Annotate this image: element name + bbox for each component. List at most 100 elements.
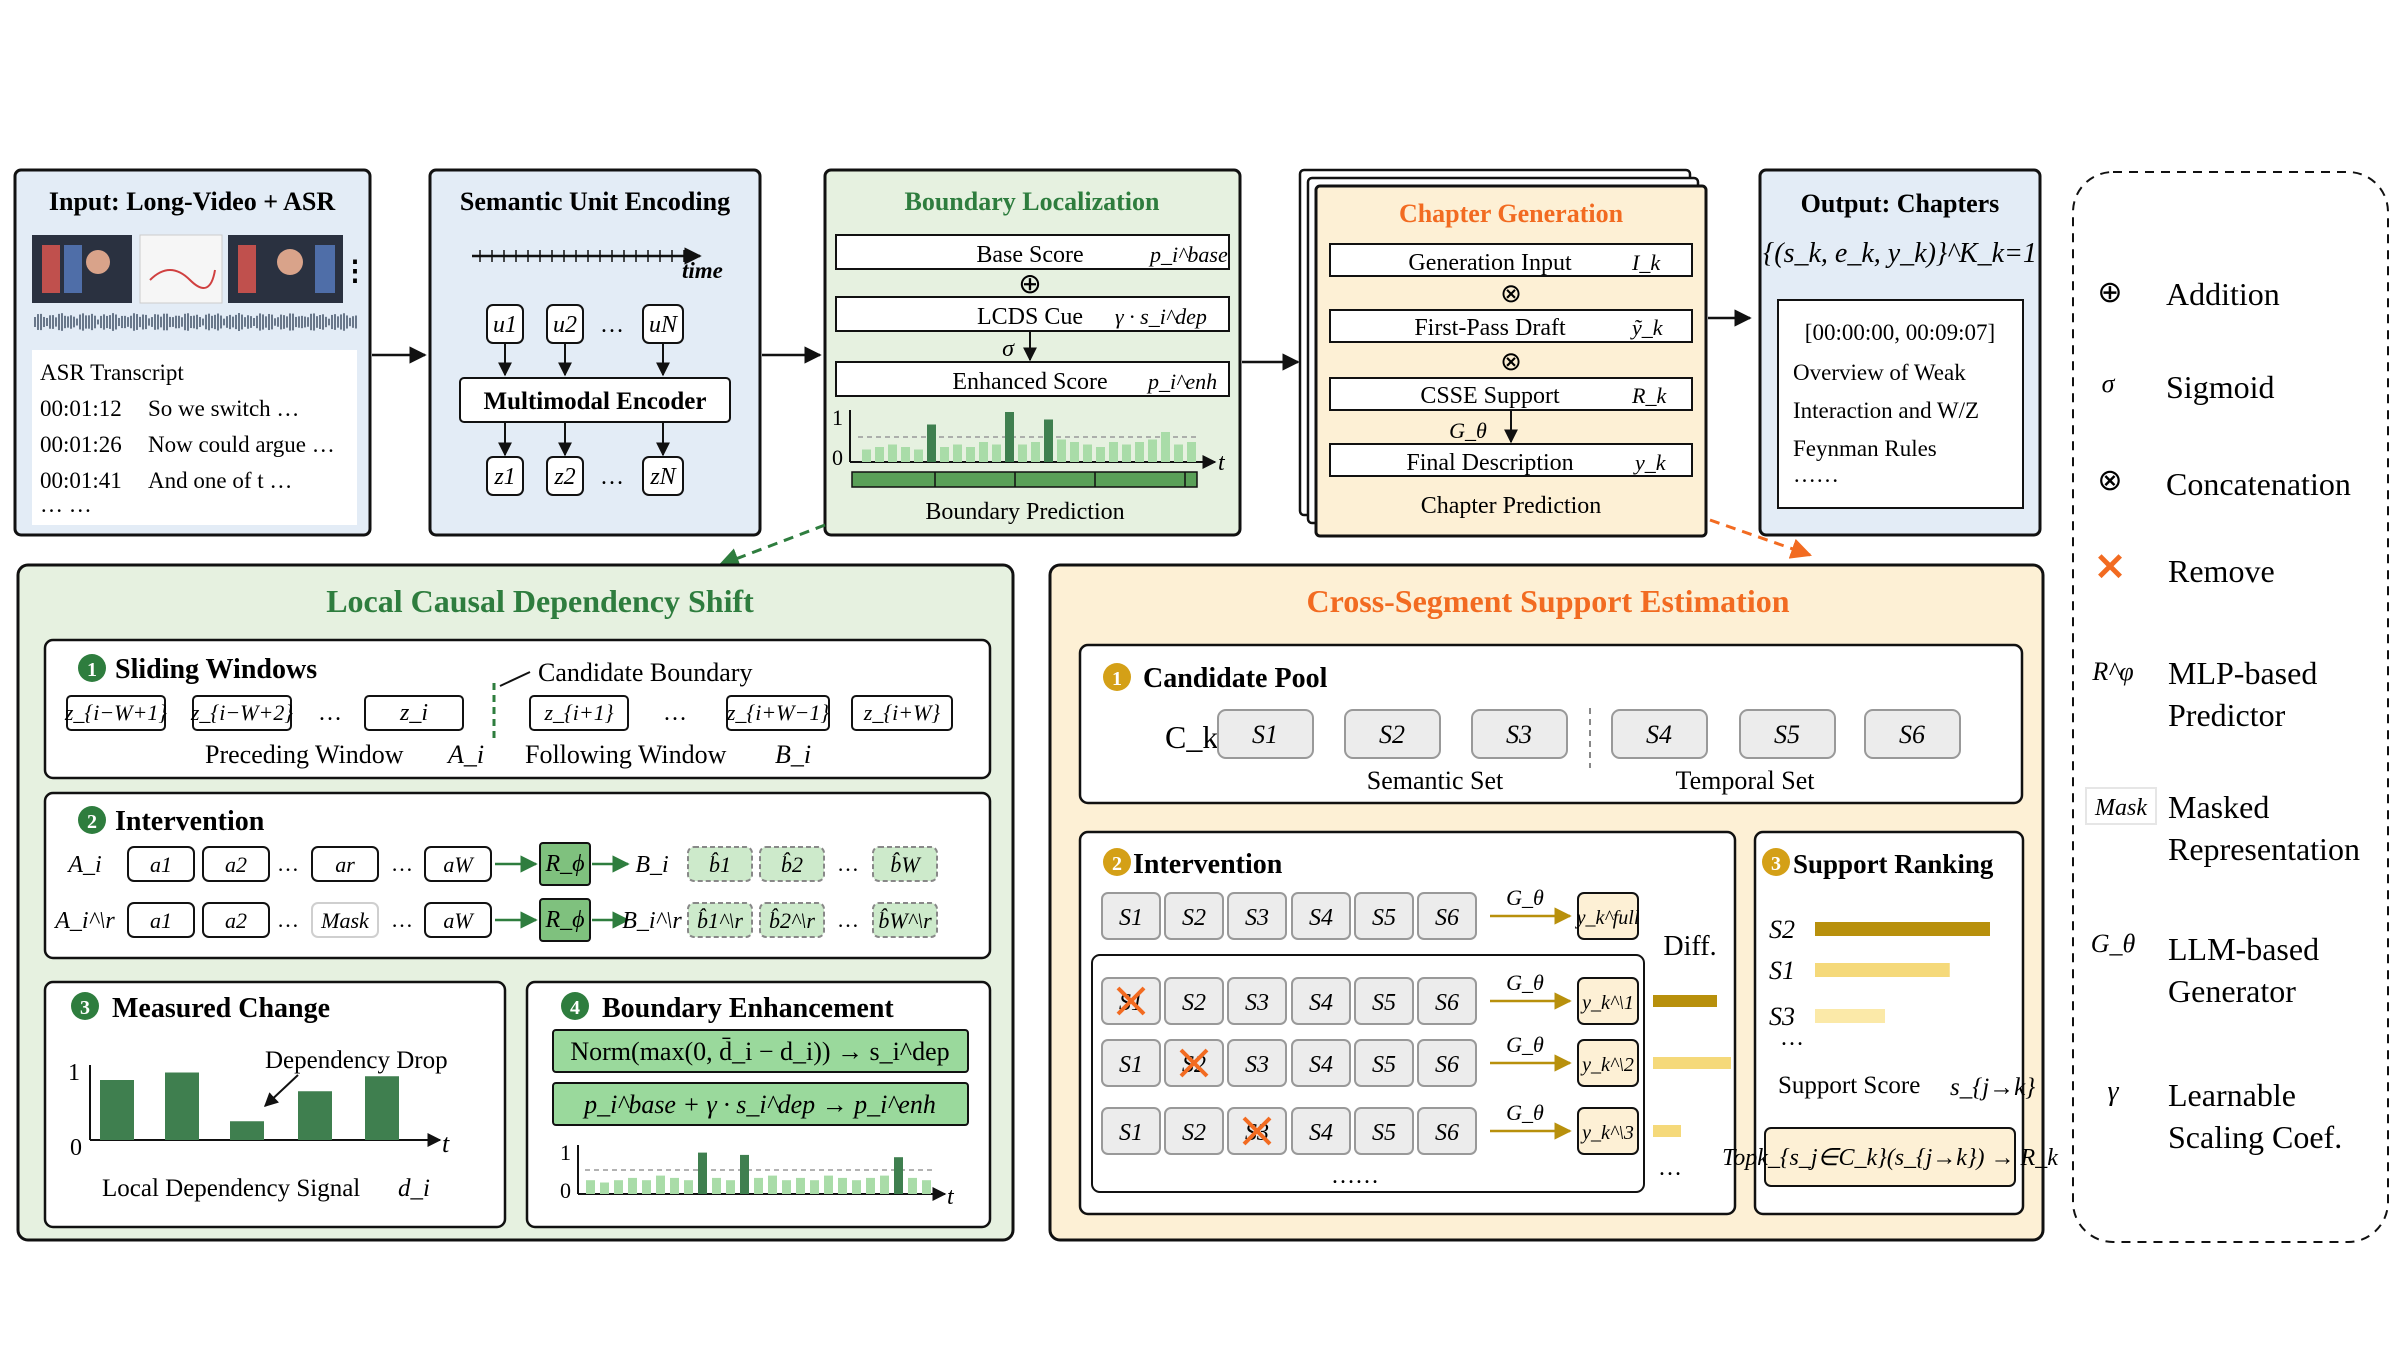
segment-token-label: S5 (1372, 905, 1396, 931)
measured-dependency-bars (100, 1072, 399, 1140)
csse-panel-title: Cross-Segment Support Estimation (1307, 583, 1790, 619)
pool-segment (1864, 709, 1961, 759)
segment-token (1417, 1039, 1477, 1087)
b-hat-token (687, 846, 753, 882)
enhancement-bar (810, 1180, 819, 1194)
candidate-pool-tokens: S1 S2 S3 S4 S5 S6 (1217, 709, 1961, 759)
segment-token-label: S2 (1182, 1120, 1206, 1146)
segment-token-label: S4 (1309, 905, 1333, 931)
measured-bar (365, 1076, 399, 1140)
diff-dots: … (1658, 1155, 1682, 1181)
boundary-bar (1018, 444, 1027, 462)
boundary-bar (1122, 444, 1131, 462)
b-hat-label: b̂1 (709, 852, 731, 877)
segment-token (1354, 892, 1414, 940)
base-score-label: Base Score (976, 242, 1083, 268)
transcript-title: ASR Transcript (40, 360, 184, 385)
encoding-panel: Semantic Unit Encoding time u1 u2 … uN M… (428, 168, 762, 537)
transcript-time-3: 00:01:41 (40, 468, 122, 493)
g-theta-label: G_θ (1506, 885, 1544, 910)
segment-token (1101, 1107, 1161, 1155)
input-panel-title: Input: Long-Video + ASR (49, 187, 335, 216)
u1-label: u1 (493, 312, 517, 338)
output-panel-title: Output: Chapters (1801, 189, 2000, 218)
support-ranking-bars: S2 S1 S3 (1769, 915, 1990, 1031)
segment-token-label: S5 (1372, 1052, 1396, 1078)
b-dots: … (837, 907, 859, 932)
a-token-label: a2 (225, 852, 247, 877)
b-hat-label: b̂W^\r (878, 908, 932, 933)
segment-token (1291, 1107, 1351, 1155)
enhancement-bar (656, 1175, 665, 1194)
legend-concatenation-icon: ⊗ (2097, 464, 2122, 497)
legend-sigmoid-label: Sigmoid (2166, 369, 2274, 405)
measured-bar (165, 1072, 199, 1140)
legend-generator-label-1: LLM-based (2168, 931, 2319, 967)
b-hat-label: b̂W (890, 852, 921, 877)
legend-mlp-label-2: Predictor (2168, 697, 2286, 733)
final-description-label: Final Description (1406, 450, 1573, 476)
boundary-y0: 0 (832, 445, 843, 470)
zN-token (642, 456, 684, 496)
a-token-label: aW (443, 852, 474, 877)
base-score-box (835, 234, 1230, 270)
z1-token (486, 456, 524, 496)
boundary-bar (1057, 439, 1066, 462)
time-ticks (479, 250, 685, 262)
lcds-cue-symbol: γ · s_i^dep (1115, 304, 1207, 329)
uN-label: uN (649, 312, 679, 338)
pool-segment (1217, 709, 1314, 759)
diff-bar (1653, 995, 1717, 1007)
boundary-bar (1148, 439, 1157, 462)
segment-token-label: S5 (1372, 990, 1396, 1016)
legend-gamma-label-2: Scaling Coef. (2168, 1119, 2342, 1155)
segment-token (1164, 892, 1224, 940)
zN-label: zN (649, 464, 677, 490)
enhancement-bar (880, 1175, 889, 1194)
u-dots: … (600, 312, 624, 338)
local-dependency-label: Local Dependency Signal (102, 1175, 360, 1202)
full-output-box (1577, 892, 1639, 940)
legend-masked-label-2: Representation (2168, 831, 2360, 867)
legend-addition-label: Addition (2166, 276, 2280, 312)
legend-mask-icon: Mask (2094, 795, 2147, 821)
legend-masked-label-1: Masked (2168, 789, 2269, 825)
a-token-label: a1 (150, 852, 172, 877)
transcript-time-2: 00:01:26 (40, 432, 122, 457)
concat-symbol-1: ⊗ (1500, 279, 1522, 308)
lcds-panel: Local Causal Dependency Shift 1 Sliding … (16, 563, 1015, 1242)
g-theta-label: G_θ (1506, 970, 1544, 995)
boundary-bar (875, 447, 884, 462)
a-token-label: aW (443, 908, 474, 933)
measured-y1: 1 (68, 1060, 80, 1086)
segment-token (1291, 892, 1351, 940)
first-pass-label: First-Pass Draft (1414, 315, 1566, 341)
segment-token-label: S4 (1309, 1120, 1333, 1146)
pool-step-number: 1 (1112, 668, 1122, 690)
enhancement-bar (782, 1180, 791, 1194)
full-output-label: y_k^full (1575, 907, 1640, 929)
measured-bar (230, 1121, 264, 1140)
legend-mlp-icon: R^φ (2091, 657, 2133, 686)
g-theta-label: G_θ (1449, 418, 1487, 443)
connector-boundary-to-lcds (718, 523, 826, 569)
audio-waveform (34, 313, 357, 331)
boundary-bar (927, 424, 936, 462)
ranking-label: S3 (1769, 1002, 1795, 1031)
lcds-intervention-box (43, 791, 992, 960)
remove-cross (1179, 1048, 1209, 1078)
csse-intervention-step-number: 2 (1112, 853, 1122, 875)
generation-input-symbol: I_k (1631, 250, 1661, 275)
pool-segment (1471, 709, 1568, 759)
enhancement-bar (628, 1177, 637, 1194)
local-dependency-symbol: d_i (398, 1175, 430, 1202)
topk-formula-box (1764, 1127, 2016, 1187)
intervention-row-label: A_i (66, 852, 101, 878)
generation-input-label: Generation Input (1408, 250, 1572, 276)
pool-segment-label: S6 (1899, 720, 1925, 749)
transcript-text-3: And one of t … (148, 468, 292, 493)
enhancement-y0: 0 (560, 1178, 571, 1203)
video-thumbnails (32, 234, 343, 304)
enhancement-formula-1: Norm(max(0, d̄_i − d_i)) → s_i^dep (570, 1037, 949, 1066)
ranking-label: S2 (1769, 915, 1795, 944)
